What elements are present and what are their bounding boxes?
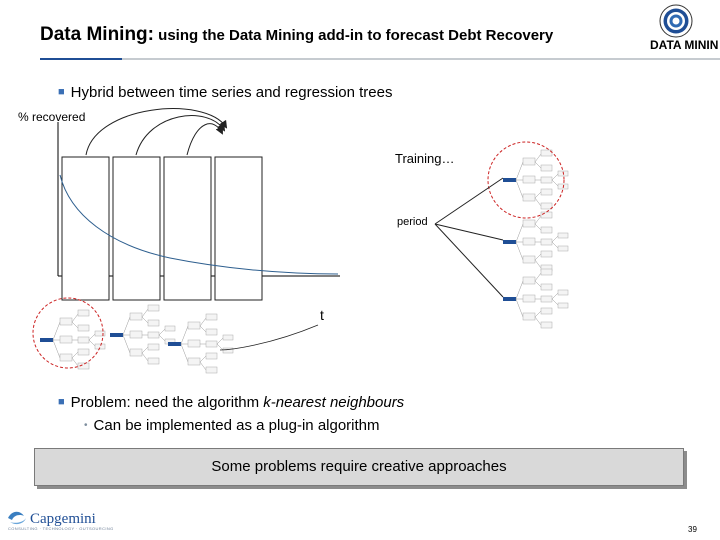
sub-bullet-plugin-text: Can be implemented as a plug-in algorith… xyxy=(93,417,380,434)
title-main: Data Mining: xyxy=(40,24,154,45)
logo-text: DATA MININ xyxy=(650,38,719,52)
capgemini-logo-icon: Capgemini xyxy=(8,511,96,527)
bullet-square-icon: ■ xyxy=(58,86,65,98)
bottom-tree-3 xyxy=(167,313,234,374)
period-line-1 xyxy=(434,177,504,225)
data-mining-logo-icon xyxy=(659,4,693,38)
period-label: period xyxy=(397,216,428,228)
training-tree-bottom xyxy=(502,268,569,329)
window-4 xyxy=(214,156,263,301)
highlight-circle-bottom xyxy=(32,297,104,369)
window-2 xyxy=(112,156,161,301)
header-divider-accent xyxy=(40,58,122,60)
footer-tagline: CONSULTING · TECHNOLOGY · OUTSOURCING xyxy=(8,526,114,531)
window-3 xyxy=(163,156,212,301)
highlight-circle-training xyxy=(487,141,565,219)
page-title: Data Mining: using the Data Mining add-i… xyxy=(40,24,553,46)
arc-arrow-1 xyxy=(85,108,228,156)
arc-arrow-3 xyxy=(186,123,223,156)
title-subtitle: using the Data Mining add-in to forecast… xyxy=(154,27,554,44)
t-connector xyxy=(219,324,319,351)
recovery-curve xyxy=(59,174,339,275)
bullet-hybrid-text: Hybrid between time series and regressio… xyxy=(70,84,393,101)
sub-bullet-dot-icon: • xyxy=(84,420,88,431)
bottom-tree-2 xyxy=(109,304,176,365)
period-line-2 xyxy=(434,223,504,241)
bullet-problem-text: Problem: need the algorithm xyxy=(70,394,264,411)
footer-brand: Capgemini xyxy=(30,511,96,527)
callout-text: Some problems require creative approache… xyxy=(211,458,507,475)
period-line-3 xyxy=(434,223,504,298)
x-axis-label: t xyxy=(320,307,324,323)
window-1 xyxy=(61,156,110,301)
bottom-tree-1 xyxy=(39,309,106,370)
training-tree-middle xyxy=(502,211,569,272)
arc-arrow-2 xyxy=(135,115,226,156)
y-axis-label: % recovered xyxy=(18,110,86,124)
callout-box: Some problems require creative approache… xyxy=(34,448,684,486)
bullet-square-icon: ■ xyxy=(58,396,65,408)
page-number: 39 xyxy=(688,525,697,534)
sub-bullet-plugin: • Can be implemented as a plug-in algorit… xyxy=(84,417,380,434)
header-divider xyxy=(40,58,720,60)
bullet-problem-italic: k-nearest neighbours xyxy=(263,394,405,411)
bullet-hybrid: ■ Hybrid between time series and regressi… xyxy=(58,84,392,101)
training-label: Training… xyxy=(395,151,455,166)
bullet-problem: ■ Problem: need the algorithm k-nearest n… xyxy=(58,394,404,411)
